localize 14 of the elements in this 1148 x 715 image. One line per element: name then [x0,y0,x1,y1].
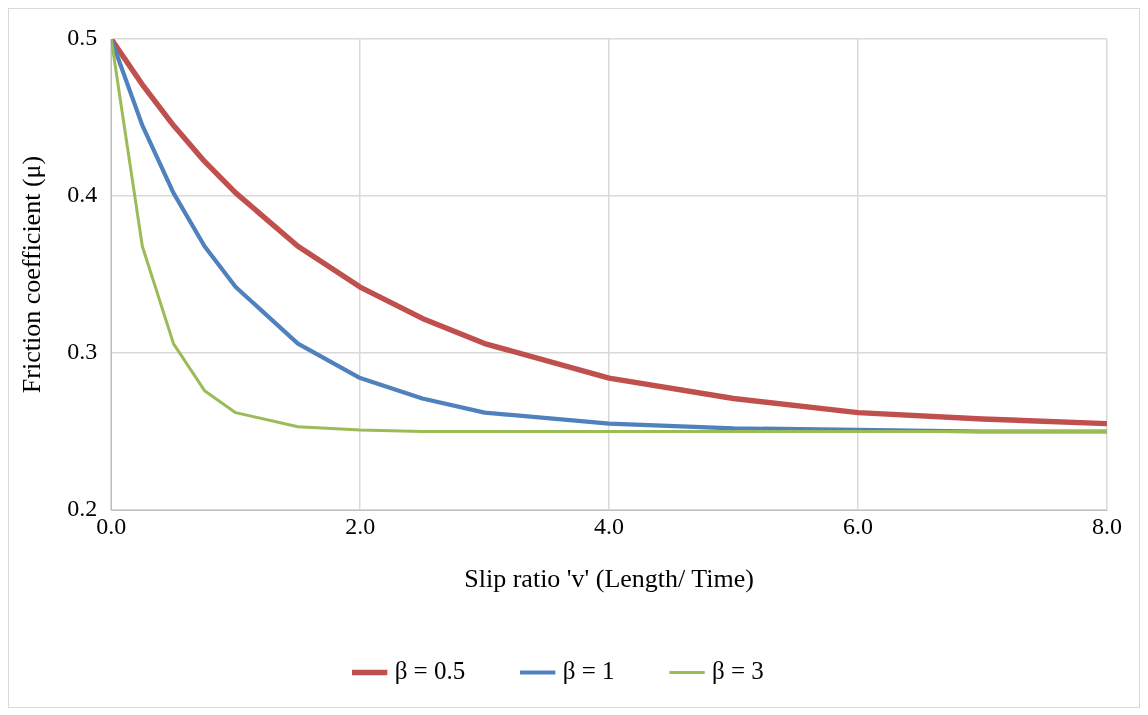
x-tick-label: 8.0 [1092,512,1122,539]
x-tick-label: 6.0 [843,512,874,539]
x-tick-label: 4.0 [594,512,625,539]
y-tick-label: 0.4 [67,181,98,208]
y-tick-label: 0.5 [67,24,98,51]
x-tick-label: 2.0 [345,512,376,539]
x-tick-label: 0.0 [96,512,127,539]
y-tick-label: 0.3 [67,338,98,365]
y-tick-label: 0.2 [67,495,98,522]
x-axis-title: Slip ratio 'v' (Length/ Time) [464,564,754,594]
legend-label: β = 3 [712,657,764,685]
y-axis-title: Friction coefficient (μ) [17,155,47,394]
legend-label: β = 0.5 [394,657,466,685]
legend-label: β = 1 [562,657,615,685]
